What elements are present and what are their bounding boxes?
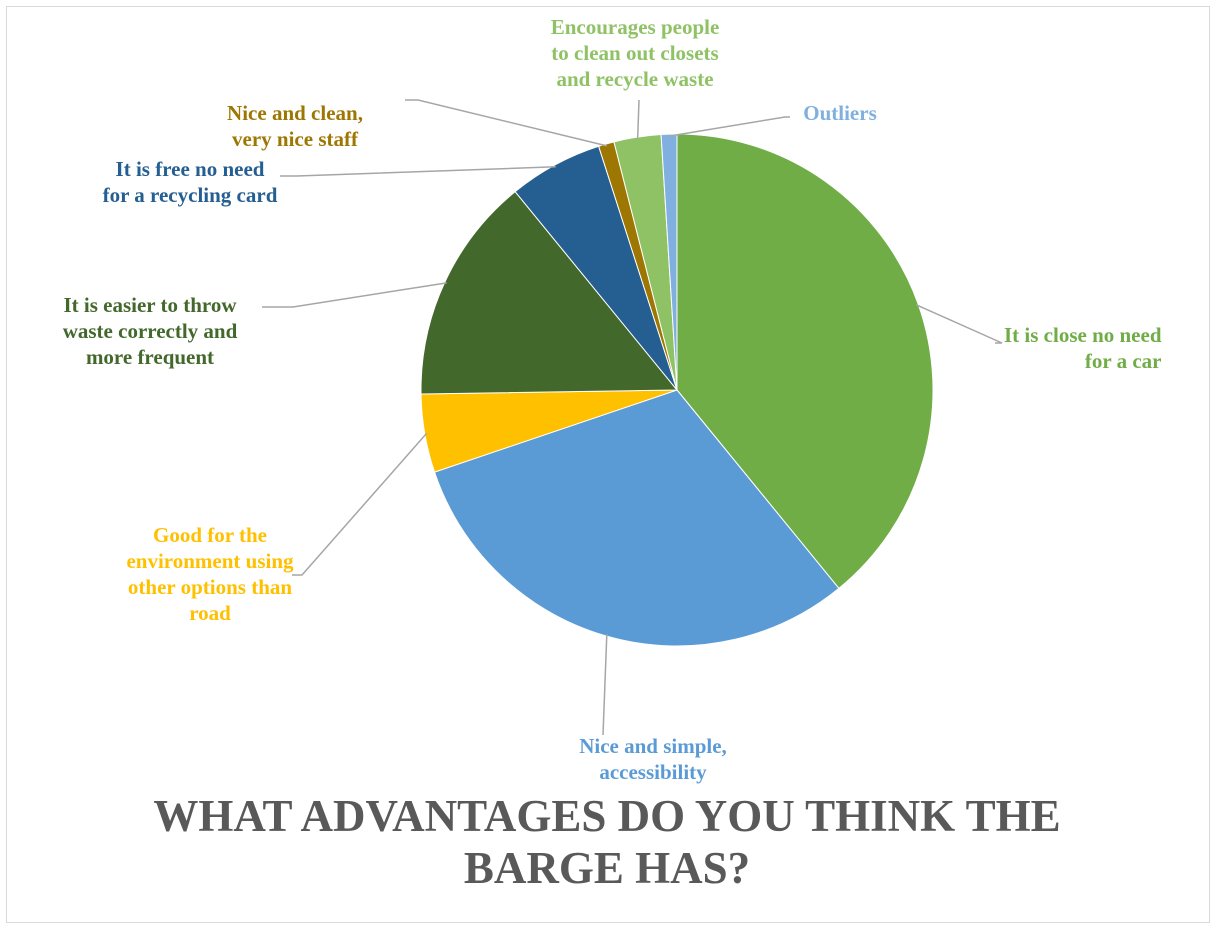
- slice-outliers: [660, 133, 678, 391]
- leader-line-nice-clean-staff: [405, 99, 607, 147]
- slice-label-free-no-card: It is free no need for a recycling card: [102, 157, 278, 207]
- slice-easier-throw-waste: [420, 190, 679, 395]
- leader-line-good-environment: [292, 432, 428, 576]
- leader-line-easier-throw-waste: [262, 282, 447, 308]
- slice-label-encourages-cleaning: Encourages people to clean out closets a…: [550, 15, 720, 91]
- leader-line-free-no-card: [280, 166, 556, 177]
- chart-title: WHAT ADVANTAGES DO YOU THINK THE BARGE H…: [153, 791, 1061, 893]
- slice-label-nice-clean-staff: Nice and clean, very nice staff: [227, 101, 363, 151]
- slice-close-no-car: [676, 133, 934, 590]
- slice-label-outliers: Outliers: [803, 101, 877, 125]
- slice-label-nice-simple: Nice and simple, accessibility: [579, 734, 727, 784]
- leader-lines: [262, 99, 1003, 736]
- slice-label-close-no-car: It is close no need for a car: [1004, 323, 1162, 373]
- slice-label-good-environment: Good for the environment using other opt…: [126, 523, 294, 625]
- slice-label-easier-throw-waste: It is easier to throw waste correctly an…: [62, 293, 238, 369]
- leader-line-nice-simple: [602, 634, 608, 736]
- leader-line-encourages-cleaning: [636, 99, 640, 140]
- leader-line-close-no-car: [915, 304, 1003, 344]
- leader-line-outliers: [668, 116, 790, 137]
- pie-slices: [420, 133, 934, 647]
